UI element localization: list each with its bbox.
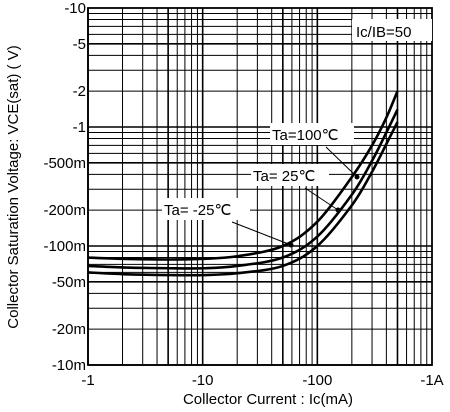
x-tick-label: -100 [302,372,332,389]
series-line-2 [87,121,399,277]
condition-label-box [352,19,432,41]
series-label-m25: Ta= -25℃ [164,202,231,219]
series-label-box-100 [270,123,354,145]
y-tick-label: -2 [73,83,86,100]
y-tick-label: -100m [43,238,86,255]
y-tick-label: -200m [43,202,86,219]
series-line-1 [87,109,399,270]
x-tick-label: -10 [192,372,214,389]
series-marker-25 [335,207,341,213]
x-tick-label: -1 [81,372,94,389]
series-line-0 [87,90,399,261]
series-pointer-m25 [231,221,292,246]
series-label-box-25 [251,164,329,186]
series-label-box-m25 [162,198,250,220]
y-tick-label: -10m [52,357,86,374]
condition-label: Ic/IB=50 [356,24,411,41]
x-axis-title: Collector Current : Ic(mA) [183,391,353,408]
y-tick-label: -500m [43,155,86,172]
plot-frame [87,7,433,366]
y-tick-label: -5 [73,36,86,53]
y-tick-label: -10 [64,0,86,17]
series-marker-m25 [288,242,294,248]
series-marker-100 [354,174,360,180]
series-label-100: Ta=100℃ [272,127,338,144]
series-label-25: Ta= 25℃ [253,168,315,185]
y-tick-labels: -10 -5 -2 -1 -500m -200m -100m -50m -20m -10m [43,0,86,374]
series-pointer-100 [325,146,358,178]
chart-curves [87,90,399,277]
x-tick-labels: -1 -10 -100 -1A [81,372,443,389]
x-tick-label: -1A [420,372,443,389]
y-tick-label: -20m [52,321,86,338]
y-tick-label: -1 [73,119,86,136]
y-tick-label: -50m [52,274,86,291]
chart-axes [87,7,433,366]
y-axis-title: Collector Saturation Voltage: VCE(sat) (… [5,45,22,328]
chart-grid [87,8,432,366]
series-pointer-25 [304,187,339,211]
